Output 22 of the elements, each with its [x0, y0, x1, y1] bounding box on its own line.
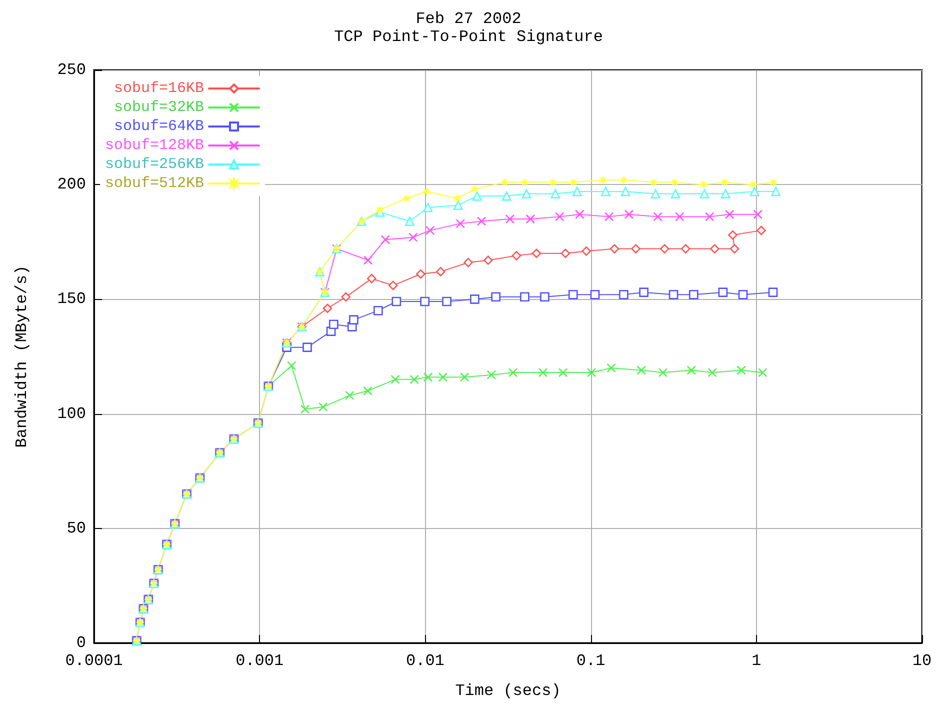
legend-label: sobuf=32KB — [114, 99, 204, 116]
y-tick-label: 0 — [76, 634, 86, 652]
x-tick-label: 10 — [912, 652, 932, 670]
x-tick-label: 0.0001 — [65, 652, 123, 670]
legend-label: sobuf=16KB — [114, 80, 204, 97]
chart-subtitle: TCP Point-To-Point Signature — [334, 28, 603, 46]
x-tick-label: 1 — [752, 652, 762, 670]
legend-label: sobuf=256KB — [104, 156, 204, 173]
x-axis-title: Time (secs) — [455, 682, 561, 700]
y-tick-label: 100 — [57, 404, 86, 423]
legend-label: sobuf=512KB — [104, 175, 204, 192]
x-tick-label: 0.01 — [406, 652, 444, 670]
x-tick-label: 0.001 — [236, 652, 284, 670]
y-tick-label: 50 — [66, 519, 86, 538]
y-tick-label: 150 — [57, 290, 86, 308]
y-axis-title: Bandwidth (MByte/s) — [13, 265, 31, 448]
legend-label: sobuf=128KB — [104, 137, 204, 154]
y-tick-label: 250 — [57, 61, 86, 79]
y-tick-label: 200 — [57, 176, 86, 194]
legend-label: sobuf=64KB — [114, 118, 204, 135]
x-tick-label: 0.1 — [576, 652, 606, 670]
chart-title: Feb 27 2002 — [416, 10, 522, 28]
